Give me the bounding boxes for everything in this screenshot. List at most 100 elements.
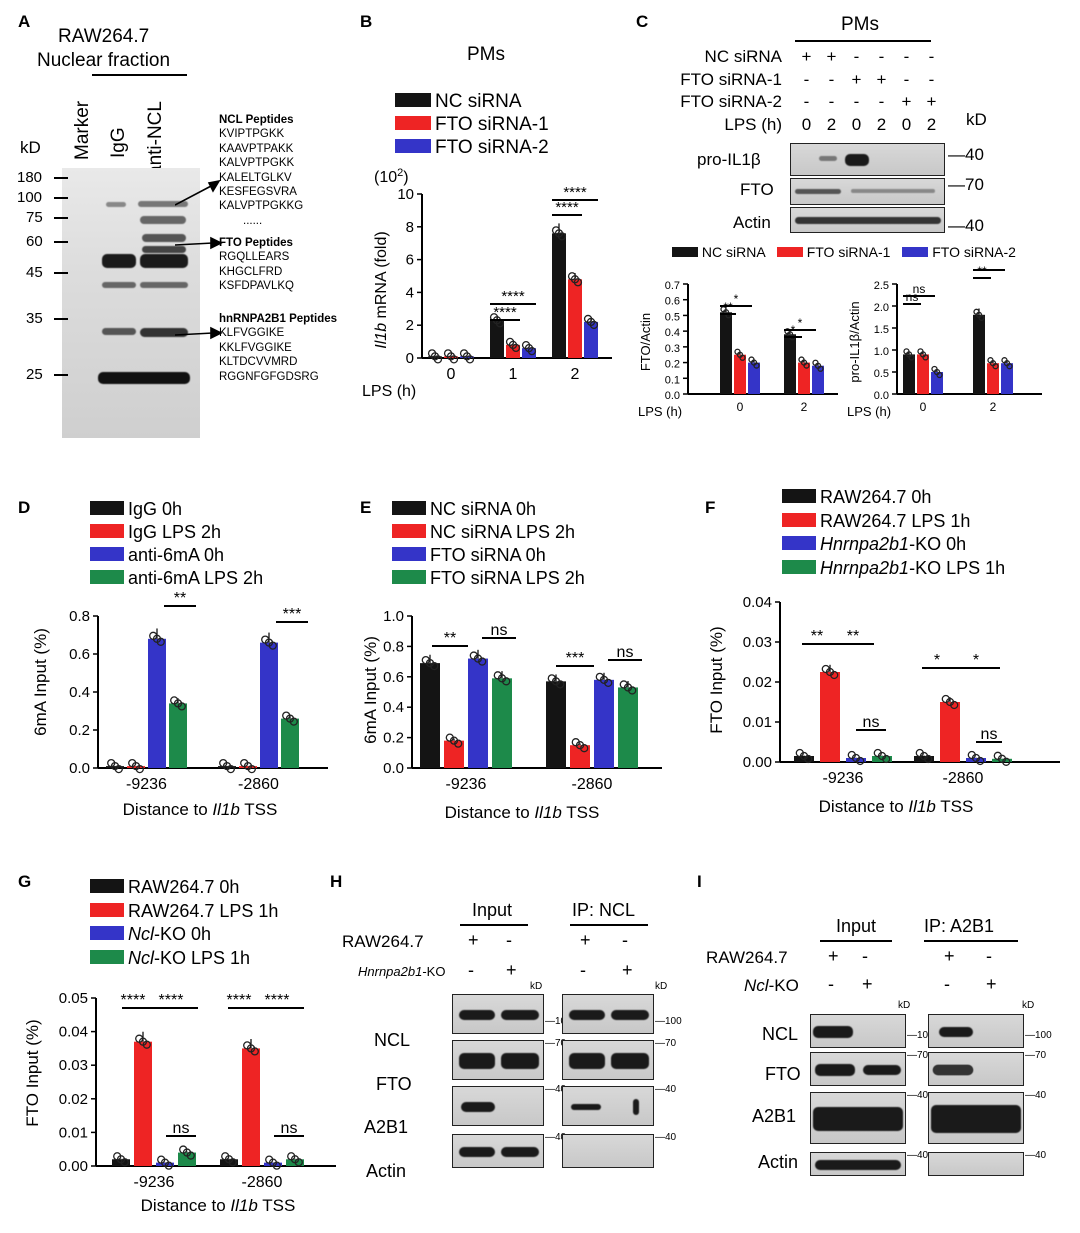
- data-point: [228, 1158, 237, 1167]
- condition-rows: NC siRNA FTO siRNA-1 FTO siRNA-2 LPS (h): [660, 46, 782, 136]
- kd-label: kD: [20, 138, 41, 157]
- blot-label-fto: FTO: [765, 1064, 801, 1084]
- y-tick-label: 0: [406, 350, 414, 367]
- sign-cell: -: [853, 92, 860, 111]
- ncl-peptide: KALVPTPGKKG: [219, 200, 304, 213]
- x-tick-label: -9236: [134, 1174, 175, 1191]
- data-point: [950, 700, 959, 710]
- legend-item: Ncl-KO LPS 1h: [90, 947, 278, 971]
- significance-label: ****: [563, 184, 587, 201]
- sign-cell: -: [828, 92, 835, 111]
- y-tick-label: 0.0: [383, 760, 404, 777]
- sign-cell: -: [828, 69, 835, 89]
- bar: [570, 745, 590, 768]
- blot-actin: [790, 207, 945, 233]
- chart-g: 0.00 0.01 0.02 0.03 0.04 0.05 -9236 -2860 **** **…: [23, 990, 336, 1215]
- x-axis-label: LPS (h): [638, 404, 682, 419]
- y-tick-label: 6: [406, 252, 414, 269]
- chart-d: 0.00.20.40.60.8-9236 -2860***** 6mA Input…: [31, 590, 328, 819]
- panel-label-g: G: [18, 872, 32, 891]
- y-tick-label: 0.7: [665, 280, 680, 292]
- y-tick-label: 0.2: [383, 730, 404, 747]
- kd-marker: —40: [655, 1132, 677, 1143]
- data-point: [465, 355, 475, 364]
- data-point: [502, 677, 511, 686]
- x-tick-label: 1: [509, 366, 518, 383]
- sign-cell: -: [853, 47, 860, 66]
- bar: [552, 233, 566, 358]
- data-point: [156, 637, 165, 646]
- bar: [281, 718, 299, 768]
- lane-anti-ncl: anti-NCL: [145, 101, 166, 176]
- legend-item: FTO siRNA-1: [776, 244, 890, 260]
- data-point: [978, 314, 985, 321]
- data-point: [573, 278, 583, 287]
- data-point: [268, 641, 277, 650]
- sign-cell: -: [622, 930, 628, 950]
- blot-strip: [562, 1086, 654, 1126]
- protein-band: [931, 1105, 1021, 1133]
- data-point: [164, 1161, 173, 1170]
- fto-peptide-list: FTO Peptides RGQLLEARS KHGCLFRD KSFDPAVL…: [219, 236, 294, 294]
- panel-c-legend: NC siRNA FTO siRNA-1 FTO siRNA-2: [672, 244, 1016, 260]
- ladder-ticks: [54, 177, 68, 376]
- hnrnpa2b1-peptide: KLTDCVVMRD: [219, 356, 298, 369]
- y-axis-label: Il1b mRNA (fold): [373, 231, 390, 348]
- row-label: LPS (h): [724, 114, 782, 134]
- data-point: [804, 754, 813, 764]
- data-point: [511, 343, 521, 353]
- kd-marker: —40: [948, 145, 984, 164]
- blot-strip: [928, 1152, 1024, 1176]
- blot-label-ncl: NCL: [374, 1030, 411, 1050]
- legend-item: RAW264.7 LPS 1h: [782, 510, 1005, 534]
- y-tick-label: 0.4: [665, 327, 680, 339]
- data-point: [739, 354, 746, 361]
- legend-item: NC siRNA 0h: [392, 498, 585, 521]
- x-tick-label: 0: [447, 366, 456, 383]
- blot-strip: [810, 1014, 906, 1048]
- blot-label-fto: FTO: [376, 1074, 412, 1094]
- data-point: [289, 717, 298, 726]
- data-point: [992, 363, 999, 370]
- sign-cell: -: [878, 92, 885, 111]
- fto-peptides-title: FTO Peptides: [219, 237, 293, 249]
- data-point: [226, 764, 235, 774]
- protein-band: [501, 1010, 539, 1020]
- legend-item: FTO siRNA-2: [395, 136, 549, 159]
- row-label: FTO siRNA-1: [680, 69, 782, 89]
- blot-strip: [562, 994, 654, 1034]
- y-tick-label: 0.2: [69, 722, 90, 739]
- legend-item: NC siRNA: [672, 244, 765, 260]
- sign-cell: +: [876, 69, 887, 89]
- blot-strip: [928, 1052, 1024, 1086]
- sign-cell: +: [901, 92, 912, 111]
- legend-item: FTO siRNA 0h: [392, 544, 585, 567]
- data-point: [803, 362, 810, 369]
- ncl-peptide-ellipsis: ......: [243, 214, 263, 227]
- ncl-peptide: KAAVPTPAKK: [219, 142, 294, 155]
- sign-cell: +: [468, 930, 479, 950]
- significance-label: **: [847, 628, 859, 645]
- ip-header: IP: A2B1: [924, 916, 995, 936]
- ncl-peptide: KALELTGLKV: [219, 171, 292, 184]
- sign-cell: -: [803, 92, 810, 111]
- y-tick-label: 2: [406, 317, 414, 334]
- y-tick-label: 0.02: [59, 1091, 88, 1108]
- bar: [242, 1048, 260, 1166]
- hnrnpa2b1-peptides-title: hnRNPA2B1 Peptides: [219, 313, 338, 325]
- significance-label: ***: [566, 650, 585, 667]
- row-label-ko: Ncl-KO: [744, 976, 799, 995]
- bar: [734, 354, 746, 394]
- significance-label: *: [934, 652, 940, 669]
- data-point: [478, 657, 487, 666]
- panel-label-c: C: [636, 12, 649, 31]
- y-tick-label: 0.03: [59, 1057, 88, 1074]
- kd-marker: —40: [1025, 1150, 1047, 1161]
- kd-marker: —70: [948, 175, 984, 194]
- lane-group-line: [92, 74, 187, 76]
- protein-band: [569, 1010, 605, 1020]
- significance-label: ns: [491, 622, 508, 639]
- panel-c-title: PMs: [841, 14, 879, 35]
- sign-cell: -: [878, 47, 885, 66]
- y-tick-label: 2.0: [874, 302, 889, 314]
